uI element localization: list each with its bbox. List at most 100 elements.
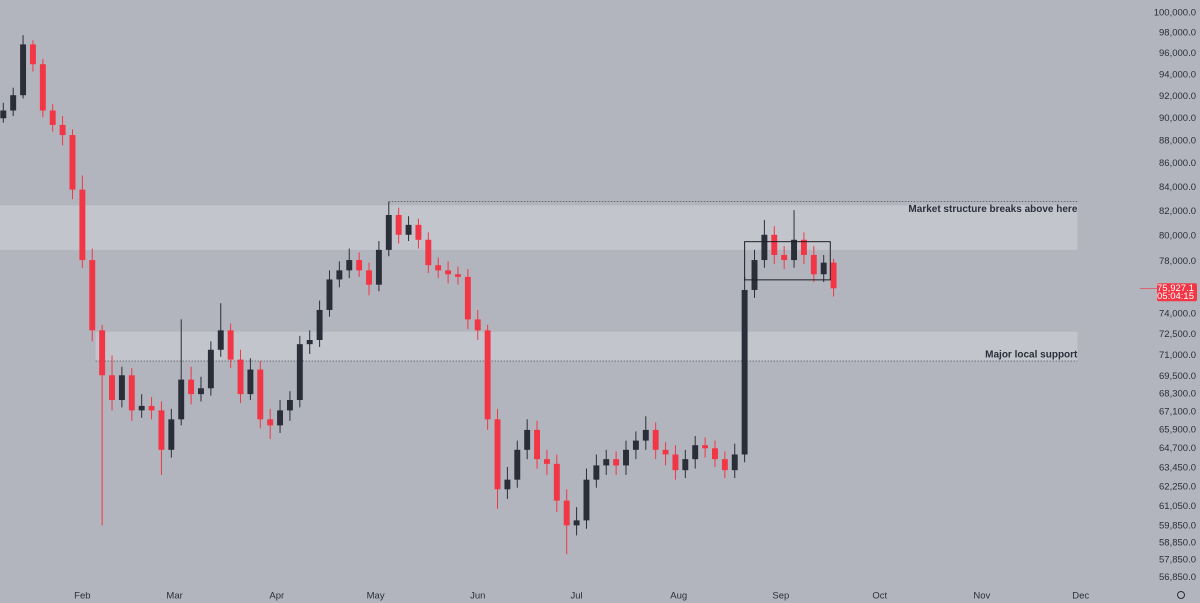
- candle: [178, 319, 185, 426]
- candle: [573, 507, 580, 536]
- y-tick-label: 92,000.0: [1159, 91, 1196, 102]
- candle-body: [425, 239, 432, 266]
- candle-body: [593, 465, 600, 480]
- y-tick-label: 69,500.0: [1159, 371, 1196, 382]
- candle-body: [257, 369, 264, 420]
- candle-body: [514, 449, 521, 480]
- candle-body: [603, 459, 610, 466]
- candle-body: [316, 309, 323, 340]
- candle-body: [277, 410, 284, 426]
- candle: [207, 341, 214, 396]
- candle-body: [158, 410, 165, 450]
- candle-body: [267, 419, 274, 426]
- candle: [326, 270, 333, 317]
- y-tick-label: 68,300.0: [1159, 389, 1196, 400]
- candle-body: [771, 234, 778, 255]
- candle-body: [79, 189, 86, 261]
- annotation: Major local support: [985, 350, 1078, 361]
- annotation: Market structure breaks above here: [908, 204, 1077, 215]
- candle-body: [109, 375, 115, 401]
- candle: [89, 248, 96, 342]
- candle-body: [346, 260, 353, 271]
- candle: [820, 254, 827, 283]
- candle-body: [415, 224, 422, 240]
- candle: [247, 358, 254, 401]
- candle: [652, 422, 659, 460]
- candle: [257, 361, 264, 429]
- candle: [69, 129, 76, 200]
- candle-body: [286, 400, 293, 411]
- candle: [504, 466, 511, 499]
- countdown-label: 05:04:15: [1157, 291, 1194, 302]
- y-tick-label: 98,000.0: [1159, 28, 1196, 39]
- candle-body: [692, 445, 699, 460]
- candle-body: [385, 215, 392, 250]
- candle: [405, 216, 412, 242]
- candle: [662, 442, 669, 466]
- candle-body: [395, 215, 402, 235]
- x-tick-label: Apr: [269, 591, 284, 602]
- candle-body: [702, 445, 709, 449]
- y-tick-label: 78,000.0: [1159, 256, 1196, 267]
- candle-body: [642, 429, 649, 441]
- candle: [59, 116, 66, 146]
- candle-body: [751, 260, 758, 290]
- candle: [455, 266, 461, 285]
- candle-body: [781, 254, 788, 261]
- candle-body: [237, 359, 244, 395]
- last-price-label: 75,927.1: [1157, 283, 1194, 294]
- candle-body: [296, 344, 303, 401]
- candle-body: [178, 379, 185, 420]
- x-tick-label: Aug: [670, 591, 687, 602]
- candle-body: [366, 270, 372, 285]
- candle: [435, 257, 442, 279]
- candle-body: [128, 375, 135, 411]
- y-tick-label: 82,000.0: [1159, 206, 1196, 217]
- candle-body: [10, 95, 17, 111]
- candle-body: [247, 369, 254, 395]
- candle-body: [543, 459, 550, 464]
- settings-icon[interactable]: [1177, 591, 1185, 599]
- candle: [39, 58, 46, 118]
- candle-body: [613, 459, 620, 466]
- candle: [277, 400, 284, 433]
- candle-body: [632, 440, 639, 450]
- x-tick-label: Mar: [166, 591, 182, 602]
- candle: [484, 324, 491, 430]
- candle: [534, 420, 541, 469]
- candle-body: [623, 449, 629, 466]
- candle-body: [830, 262, 837, 289]
- candle: [494, 408, 501, 509]
- candle: [603, 449, 610, 475]
- candle: [771, 226, 778, 264]
- y-tick-label: 56,850.0: [1159, 572, 1196, 583]
- candle: [543, 449, 550, 475]
- candle-body: [99, 330, 106, 376]
- y-tick-label: 65,900.0: [1159, 424, 1196, 435]
- candle: [791, 210, 798, 268]
- candle: [642, 416, 649, 450]
- candle: [682, 449, 689, 479]
- x-tick-label: Jun: [470, 591, 485, 602]
- candle-body: [563, 500, 570, 526]
- candle: [306, 330, 313, 354]
- candle: [227, 323, 234, 369]
- last-price-tag: [1157, 283, 1197, 302]
- candle-body: [306, 339, 313, 345]
- candle: [99, 324, 106, 526]
- candle: [593, 454, 600, 488]
- candle-body: [336, 270, 343, 280]
- candle: [375, 241, 382, 292]
- candle: [721, 451, 728, 479]
- candle-body: [445, 270, 452, 275]
- candle-body: [583, 479, 590, 521]
- candle: [395, 207, 402, 244]
- zone: [0, 205, 1078, 250]
- candle-body: [800, 239, 807, 255]
- candle: [781, 246, 788, 270]
- candle: [366, 262, 372, 296]
- candle-body: [326, 279, 333, 310]
- candle: [346, 248, 353, 279]
